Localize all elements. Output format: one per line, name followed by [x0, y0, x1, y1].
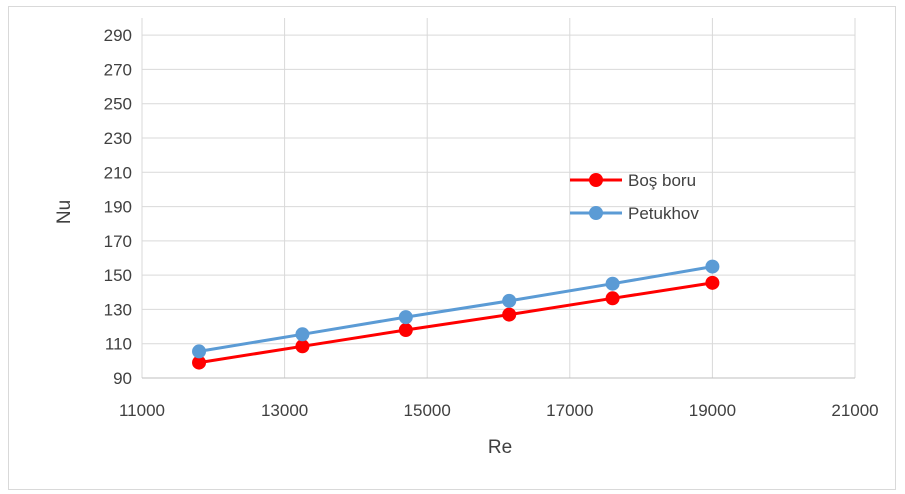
x-tick-label: 11000	[119, 401, 165, 420]
x-tick-label: 17000	[546, 401, 593, 420]
data-point-series-2	[295, 327, 310, 342]
data-point-series-2	[705, 259, 720, 274]
series-line-1	[198, 281, 713, 365]
y-tick-label: 270	[104, 60, 132, 79]
y-tick-label: 190	[104, 198, 132, 217]
legend-marker-1	[589, 173, 603, 187]
series-layer	[192, 259, 720, 370]
x-tick-label: 21000	[831, 401, 878, 420]
y-tick-label: 90	[113, 369, 132, 388]
y-tick-label: 110	[105, 335, 132, 354]
y-tick-label: 130	[104, 300, 132, 319]
y-tick-label: 290	[104, 26, 132, 45]
y-axis-title: Nu	[54, 200, 75, 224]
x-tick-label: 15000	[404, 401, 451, 420]
x-axis-title: Re	[488, 437, 512, 458]
data-point-series-2	[192, 344, 207, 359]
legend-label-1: Boş boru	[628, 171, 696, 190]
data-point-series-2	[398, 310, 413, 325]
grid-lines	[141, 18, 856, 379]
data-point-series-1	[398, 323, 413, 337]
data-point-series-1	[295, 339, 310, 354]
data-point-series-1	[705, 275, 720, 290]
y-axis-ticks: 90 110 130 150 170 190 210 230 250 270 290	[104, 26, 132, 388]
y-tick-label: 170	[104, 232, 132, 251]
data-point-series-2	[502, 293, 517, 308]
legend-label-2: Petukhov	[628, 204, 699, 223]
y-tick-label: 230	[104, 129, 132, 148]
chart-frame	[8, 6, 896, 490]
y-tick-label: 150	[104, 266, 132, 285]
data-point-series-2	[605, 276, 620, 291]
y-tick-label: 210	[104, 163, 132, 182]
legend-marker-2	[589, 206, 603, 220]
y-tick-label: 250	[104, 95, 132, 114]
x-axis-ticks: 11000 13000 15000 17000 19000 21000	[119, 401, 879, 420]
data-point-series-1	[192, 355, 207, 370]
series-line-2	[198, 265, 713, 353]
legend: Boş boru Petukhov	[570, 171, 699, 223]
x-tick-label: 13000	[261, 401, 308, 420]
data-point-series-1	[502, 307, 517, 322]
x-tick-label: 19000	[689, 401, 736, 420]
data-point-series-1	[605, 291, 620, 306]
